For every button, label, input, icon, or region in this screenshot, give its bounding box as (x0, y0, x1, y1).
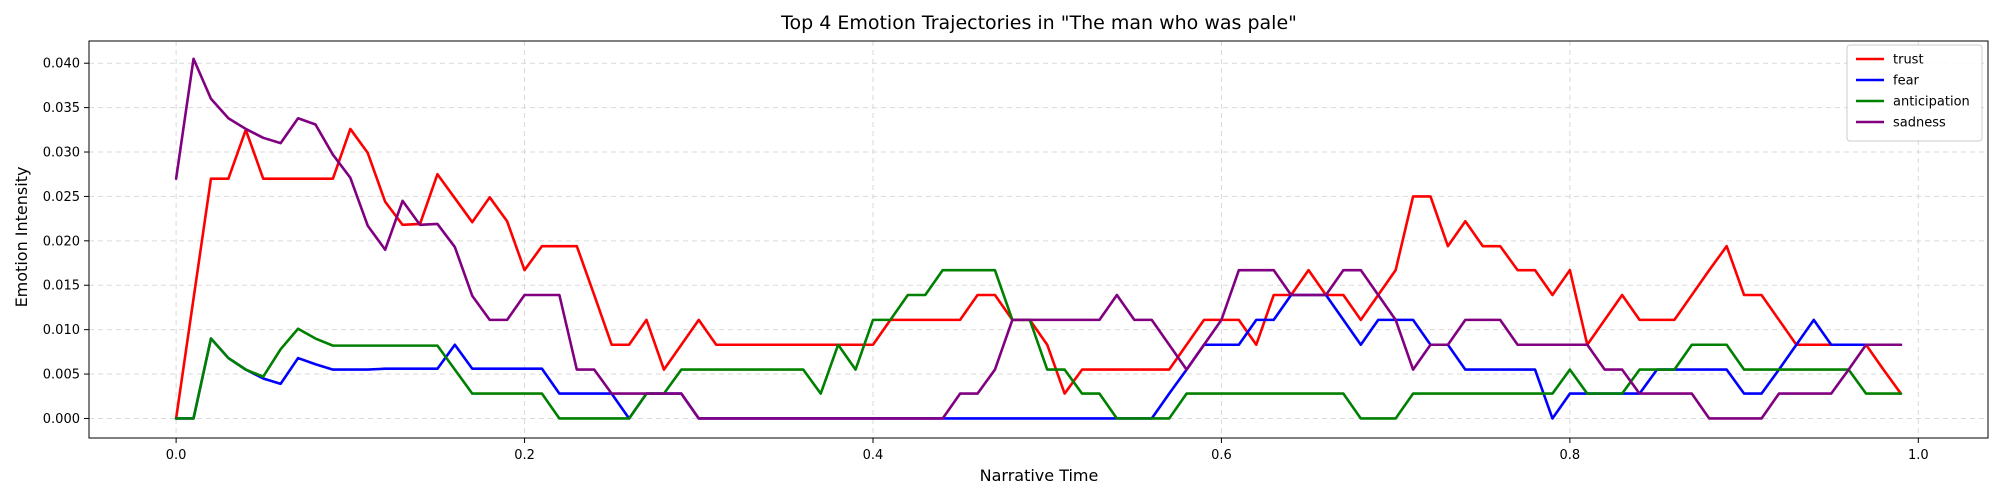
series-line-sadness (174, 57, 1903, 420)
chart-title: Top 4 Emotion Trajectories in "The man w… (780, 12, 1297, 34)
series-line-trust (174, 127, 1903, 420)
legend: trust fear anticipation sadness (1846, 44, 1983, 142)
x-tick-label: 0.0 (166, 448, 187, 463)
series-line-anticipation (174, 268, 1903, 420)
legend-label-anticipation: anticipation (1893, 95, 1970, 110)
legend-label-trust: trust (1893, 53, 1924, 68)
y-tick-label: 0.030 (43, 146, 80, 161)
y-tick-label: 0.000 (43, 412, 80, 427)
legend-label-sadness: sadness (1893, 116, 1946, 131)
x-tick-label: 1.0 (1908, 448, 1929, 463)
y-axis-label: Emotion Intensity (12, 167, 31, 308)
y-axis: 0.000 0.005 0.010 0.015 0.020 0.025 0.030 0.035… (43, 57, 89, 427)
y-tick-label: 0.005 (43, 368, 80, 383)
plot-frame (88, 40, 1989, 439)
y-tick-label: 0.040 (43, 57, 80, 72)
y-tick-label: 0.020 (43, 234, 80, 249)
x-axis-label: Narrative Time (980, 466, 1099, 485)
x-axis: 0.0 0.2 0.4 0.6 0.8 1.0 (166, 438, 1929, 463)
x-tick-label: 0.8 (1560, 448, 1581, 463)
y-tick-label: 0.025 (43, 190, 80, 205)
x-tick-label: 0.6 (1211, 448, 1232, 463)
legend-box (1846, 44, 1983, 142)
legend-label-fear: fear (1893, 74, 1920, 89)
series-lines (174, 57, 1903, 420)
y-tick-label: 0.010 (43, 323, 80, 338)
y-tick-label: 0.015 (43, 279, 80, 294)
x-tick-label: 0.2 (514, 448, 535, 463)
y-tick-label: 0.035 (43, 101, 80, 116)
x-tick-label: 0.4 (863, 448, 884, 463)
